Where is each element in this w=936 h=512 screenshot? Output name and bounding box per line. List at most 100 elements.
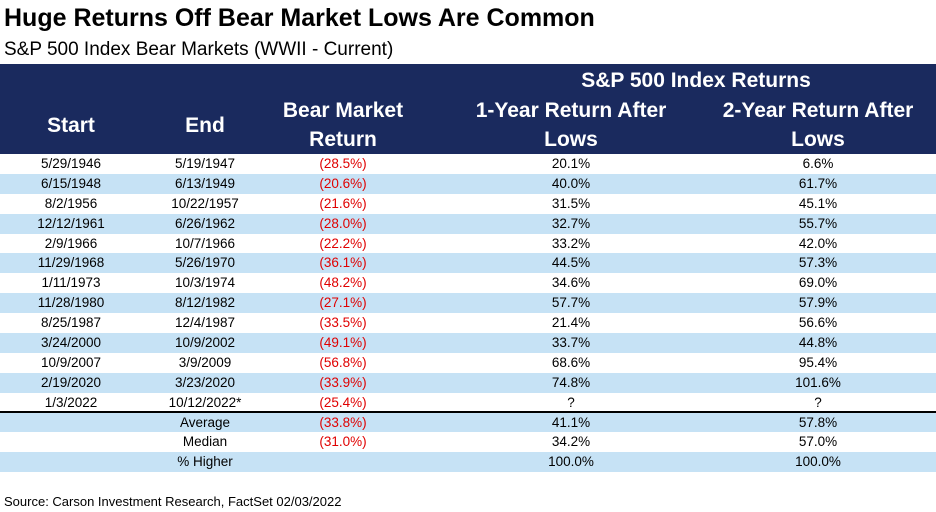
cell-end: 12/4/1987: [174, 315, 236, 331]
table-row: 11/28/1980 8/12/1982 (27.1%) 57.7% 57.9%: [0, 293, 936, 314]
header-bear-line1: Bear Market: [282, 99, 404, 122]
cell-two-year: 57.9%: [798, 295, 838, 311]
table-row: 2/9/1966 10/7/1966 (22.2%) 33.2% 42.0%: [0, 234, 936, 254]
cell-bear-return: (36.1%): [319, 255, 367, 271]
table-row: 6/15/1948 6/13/1949 (20.6%) 40.0% 61.7%: [0, 173, 936, 194]
cell-bear-return: (33.9%): [319, 374, 367, 390]
cell-two-year: 6.6%: [802, 156, 834, 171]
cell-bear-return: (25.4%): [319, 394, 367, 410]
cell-one-year: 41.1%: [551, 414, 591, 430]
cell-start: 1/3/2022: [44, 394, 98, 410]
cell-start: 8/2/1956: [44, 195, 98, 211]
cell-one-year: 21.4%: [551, 315, 591, 331]
cell-bear-return: (22.2%): [319, 235, 367, 251]
header-group-returns: S&P 500 Index Returns: [581, 69, 811, 92]
cell-end: 10/9/2002: [174, 335, 236, 351]
cell-two-year: 45.1%: [798, 195, 838, 211]
cell-one-year: 33.2%: [551, 235, 591, 251]
cell-start: 6/15/1948: [40, 175, 102, 191]
table-row: 8/25/1987 12/4/1987 (33.5%) 21.4% 56.6%: [0, 313, 936, 333]
summary-divider: [0, 411, 936, 413]
cell-end: 10/3/1974: [174, 275, 236, 291]
cell-bear-return: (27.1%): [319, 295, 367, 311]
cell-one-year: 31.5%: [551, 195, 591, 211]
summary-row-median: Median (31.0%) 34.2% 57.0%: [0, 432, 936, 452]
table-body: 5/29/1946 5/19/1947 (28.5%) 20.1% 6.6% 6/15/…: [0, 154, 936, 473]
cell-end: 6/26/1962: [174, 215, 236, 231]
cell-one-year: 32.7%: [551, 215, 591, 231]
cell-one-year: 33.7%: [551, 335, 591, 351]
page-subtitle: S&P 500 Index Bear Markets (WWII - Curre…: [4, 39, 394, 60]
header-bear-line2: Return: [309, 128, 377, 151]
summary-label: Average: [179, 414, 231, 430]
cell-one-year: 20.1%: [551, 156, 591, 171]
cell-two-year: 69.0%: [798, 275, 838, 291]
table-row: 11/29/1968 5/26/1970 (36.1%) 44.5% 57.3%: [0, 253, 936, 274]
cell-start: 2/9/1966: [44, 235, 98, 251]
cell-two-year: 57.8%: [798, 414, 838, 430]
summary-row-percent-higher: % Higher 100.0% 100.0%: [0, 452, 936, 473]
cell-two-year: 57.3%: [798, 255, 838, 271]
cell-two-year: 100.0%: [795, 454, 841, 470]
header-two-year-line1: 2-Year Return After: [722, 99, 914, 122]
table-row: 12/12/1961 6/26/1962 (28.0%) 32.7% 55.7%: [0, 213, 936, 234]
cell-two-year: 44.8%: [798, 335, 838, 351]
cell-two-year: ?: [814, 394, 822, 410]
cell-one-year: 34.2%: [551, 434, 591, 450]
cell-one-year: 44.5%: [551, 255, 591, 271]
cell-one-year: 68.6%: [551, 354, 591, 370]
table-row: 2/19/2020 3/23/2020 (33.9%) 74.8% 101.6%: [0, 372, 936, 393]
cell-one-year: 100.0%: [548, 454, 594, 470]
cell-start: 1/11/1973: [41, 275, 101, 291]
header-bear-market-return: Bear Market Return: [268, 96, 418, 154]
cell-start: 11/28/1980: [37, 295, 105, 311]
cell-start: 2/19/2020: [40, 374, 102, 390]
header-one-year-line1: 1-Year Return After: [475, 99, 667, 122]
cell-bear-return: (48.2%): [319, 275, 367, 291]
cell-bear-return: (28.0%): [319, 215, 367, 231]
header-end: End: [185, 114, 225, 137]
header-one-year-return: 1-Year Return After Lows: [456, 96, 686, 154]
cell-bear-return: (33.5%): [319, 315, 367, 331]
cell-two-year: 55.7%: [798, 215, 838, 231]
summary-label: % Higher: [177, 454, 233, 470]
cell-end: 10/22/1957: [171, 195, 239, 211]
cell-two-year: 56.6%: [798, 315, 838, 331]
table-row: 3/24/2000 10/9/2002 (49.1%) 33.7% 44.8%: [0, 333, 936, 353]
cell-two-year: 101.6%: [795, 374, 841, 390]
cell-end: 10/12/2022*: [168, 394, 242, 410]
cell-start: 3/24/2000: [40, 335, 102, 351]
table-row: 10/9/2007 3/9/2009 (56.8%) 68.6% 95.4%: [0, 353, 936, 373]
cell-end: 5/26/1970: [174, 255, 236, 271]
cell-end: 10/7/1966: [174, 235, 236, 251]
cell-end: 8/12/1982: [174, 295, 236, 311]
cell-two-year: 42.0%: [798, 235, 838, 251]
cell-two-year: 95.4%: [798, 354, 838, 370]
cell-bear-return: (28.5%): [319, 156, 367, 171]
cell-two-year: 57.0%: [798, 434, 838, 450]
cell-one-year: ?: [567, 394, 575, 410]
cell-end: 6/13/1949: [174, 175, 236, 191]
table-row: 1/11/1973 10/3/1974 (48.2%) 34.6% 69.0%: [0, 273, 936, 293]
source-note: Source: Carson Investment Research, Fact…: [4, 494, 342, 509]
cell-bear-return: (31.0%): [319, 434, 367, 450]
cell-one-year: 40.0%: [551, 175, 591, 191]
cell-end: 3/23/2020: [174, 374, 236, 390]
cell-bear-return: (49.1%): [319, 335, 367, 351]
cell-start: 10/9/2007: [40, 354, 102, 370]
cell-bear-return: (56.8%): [319, 354, 367, 370]
summary-row-average: Average (33.8%) 41.1% 57.8%: [0, 412, 936, 433]
header-start: Start: [47, 114, 95, 137]
header-two-year-line2: Lows: [791, 128, 845, 151]
cell-start: 8/25/1987: [40, 315, 102, 331]
cell-start: 5/29/1946: [40, 156, 102, 171]
header-one-year-line2: Lows: [544, 128, 598, 151]
cell-two-year: 61.7%: [798, 175, 838, 191]
cell-end: 5/19/1947: [174, 156, 236, 171]
table-row: 1/3/2022 10/12/2022* (25.4%)??: [0, 393, 936, 413]
summary-label: Median: [182, 434, 228, 450]
cell-bear-return: (20.6%): [319, 175, 367, 191]
table-header: S&P 500 Index Returns Start End Bear Mar…: [0, 64, 936, 154]
table-row: 8/2/1956 10/22/1957 (21.6%) 31.5% 45.1%: [0, 194, 936, 214]
cell-one-year: 57.7%: [551, 295, 591, 311]
